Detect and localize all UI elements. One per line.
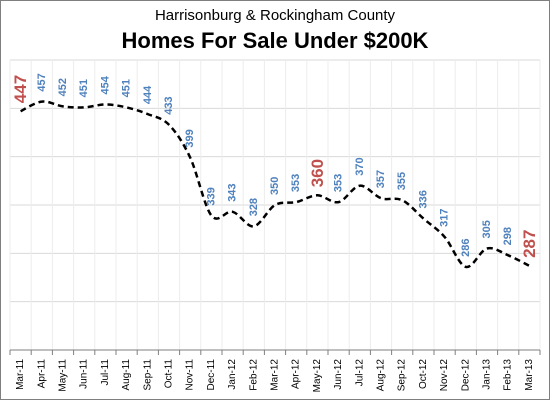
x-tick-label: Mar-12	[270, 359, 281, 391]
x-tick-label: Jun-11	[79, 359, 90, 389]
data-label: 370	[354, 157, 366, 175]
data-label: 339	[205, 187, 217, 205]
data-label: 451	[121, 79, 133, 97]
data-label: 444	[142, 85, 154, 104]
data-label: 452	[57, 78, 69, 96]
data-label: 305	[481, 220, 493, 238]
data-label: 336	[417, 190, 429, 208]
x-tick-label: Feb-12	[248, 359, 259, 391]
x-axis	[9, 349, 541, 355]
data-label: 360	[308, 159, 327, 187]
data-label: 343	[227, 183, 239, 201]
x-tick-label: Oct-12	[418, 359, 429, 389]
data-label: 451	[78, 79, 90, 97]
x-tick-label: Jan-12	[227, 359, 238, 390]
data-label: 399	[184, 129, 196, 147]
x-tick-label: May-11	[58, 359, 69, 392]
x-tick-label: Nov-11	[185, 359, 196, 391]
chart-subtitle: Harrisonburg & Rockingham County	[154, 7, 396, 24]
x-tick-label: Jun-12	[333, 359, 344, 390]
x-tick-label: Aug-11	[121, 359, 132, 391]
x-tick-label: Mar-11	[15, 359, 26, 390]
data-label: 355	[396, 172, 408, 190]
data-label: 317	[439, 209, 451, 227]
x-tick-label: Sep-11	[142, 359, 153, 391]
x-tick-labels: Mar-11 Apr-11 May-11 Jun-11 Jul-11 Aug-11 Sep-…	[15, 359, 535, 393]
data-label: 350	[269, 177, 281, 195]
data-label: 353	[290, 174, 302, 192]
x-tick-label: Apr-11	[36, 359, 47, 389]
x-tick-label: Oct-11	[164, 359, 175, 389]
series-line-path	[20, 100, 530, 269]
x-tick-label: May-12	[312, 359, 323, 393]
data-label: 447	[11, 75, 30, 103]
x-tick-label: Mar-13	[524, 359, 535, 391]
x-tick-label: Nov-12	[439, 359, 450, 392]
x-tick-label: Dec-11	[206, 359, 217, 391]
x-tick-label: Dec-12	[460, 359, 471, 392]
x-tick-label: Jul-11	[100, 359, 111, 386]
x-tick-label: Apr-12	[291, 359, 302, 389]
x-tick-label: Feb-13	[503, 359, 514, 391]
x-tick-label: Aug-12	[376, 359, 387, 392]
data-label: 353	[333, 174, 345, 192]
data-label: 287	[520, 230, 539, 258]
series-line	[20, 100, 530, 269]
data-label: 328	[248, 198, 260, 216]
x-tick-label: Jan-13	[482, 359, 493, 390]
x-tick-label: Jul-12	[354, 359, 365, 387]
data-label: 457	[36, 73, 48, 91]
x-tick-label: Sep-12	[397, 359, 408, 392]
data-label: 286	[460, 239, 472, 257]
data-label: 433	[163, 96, 175, 114]
data-label: 454	[99, 75, 111, 94]
chart-title: Homes For Sale Under $200K	[121, 28, 429, 53]
data-labels: 447 457 452 451 454 451 444 433 399 339 343 328 350 3…	[11, 73, 539, 258]
data-label: 298	[502, 227, 514, 245]
gridlines	[9, 59, 541, 350]
data-label: 357	[375, 170, 387, 188]
